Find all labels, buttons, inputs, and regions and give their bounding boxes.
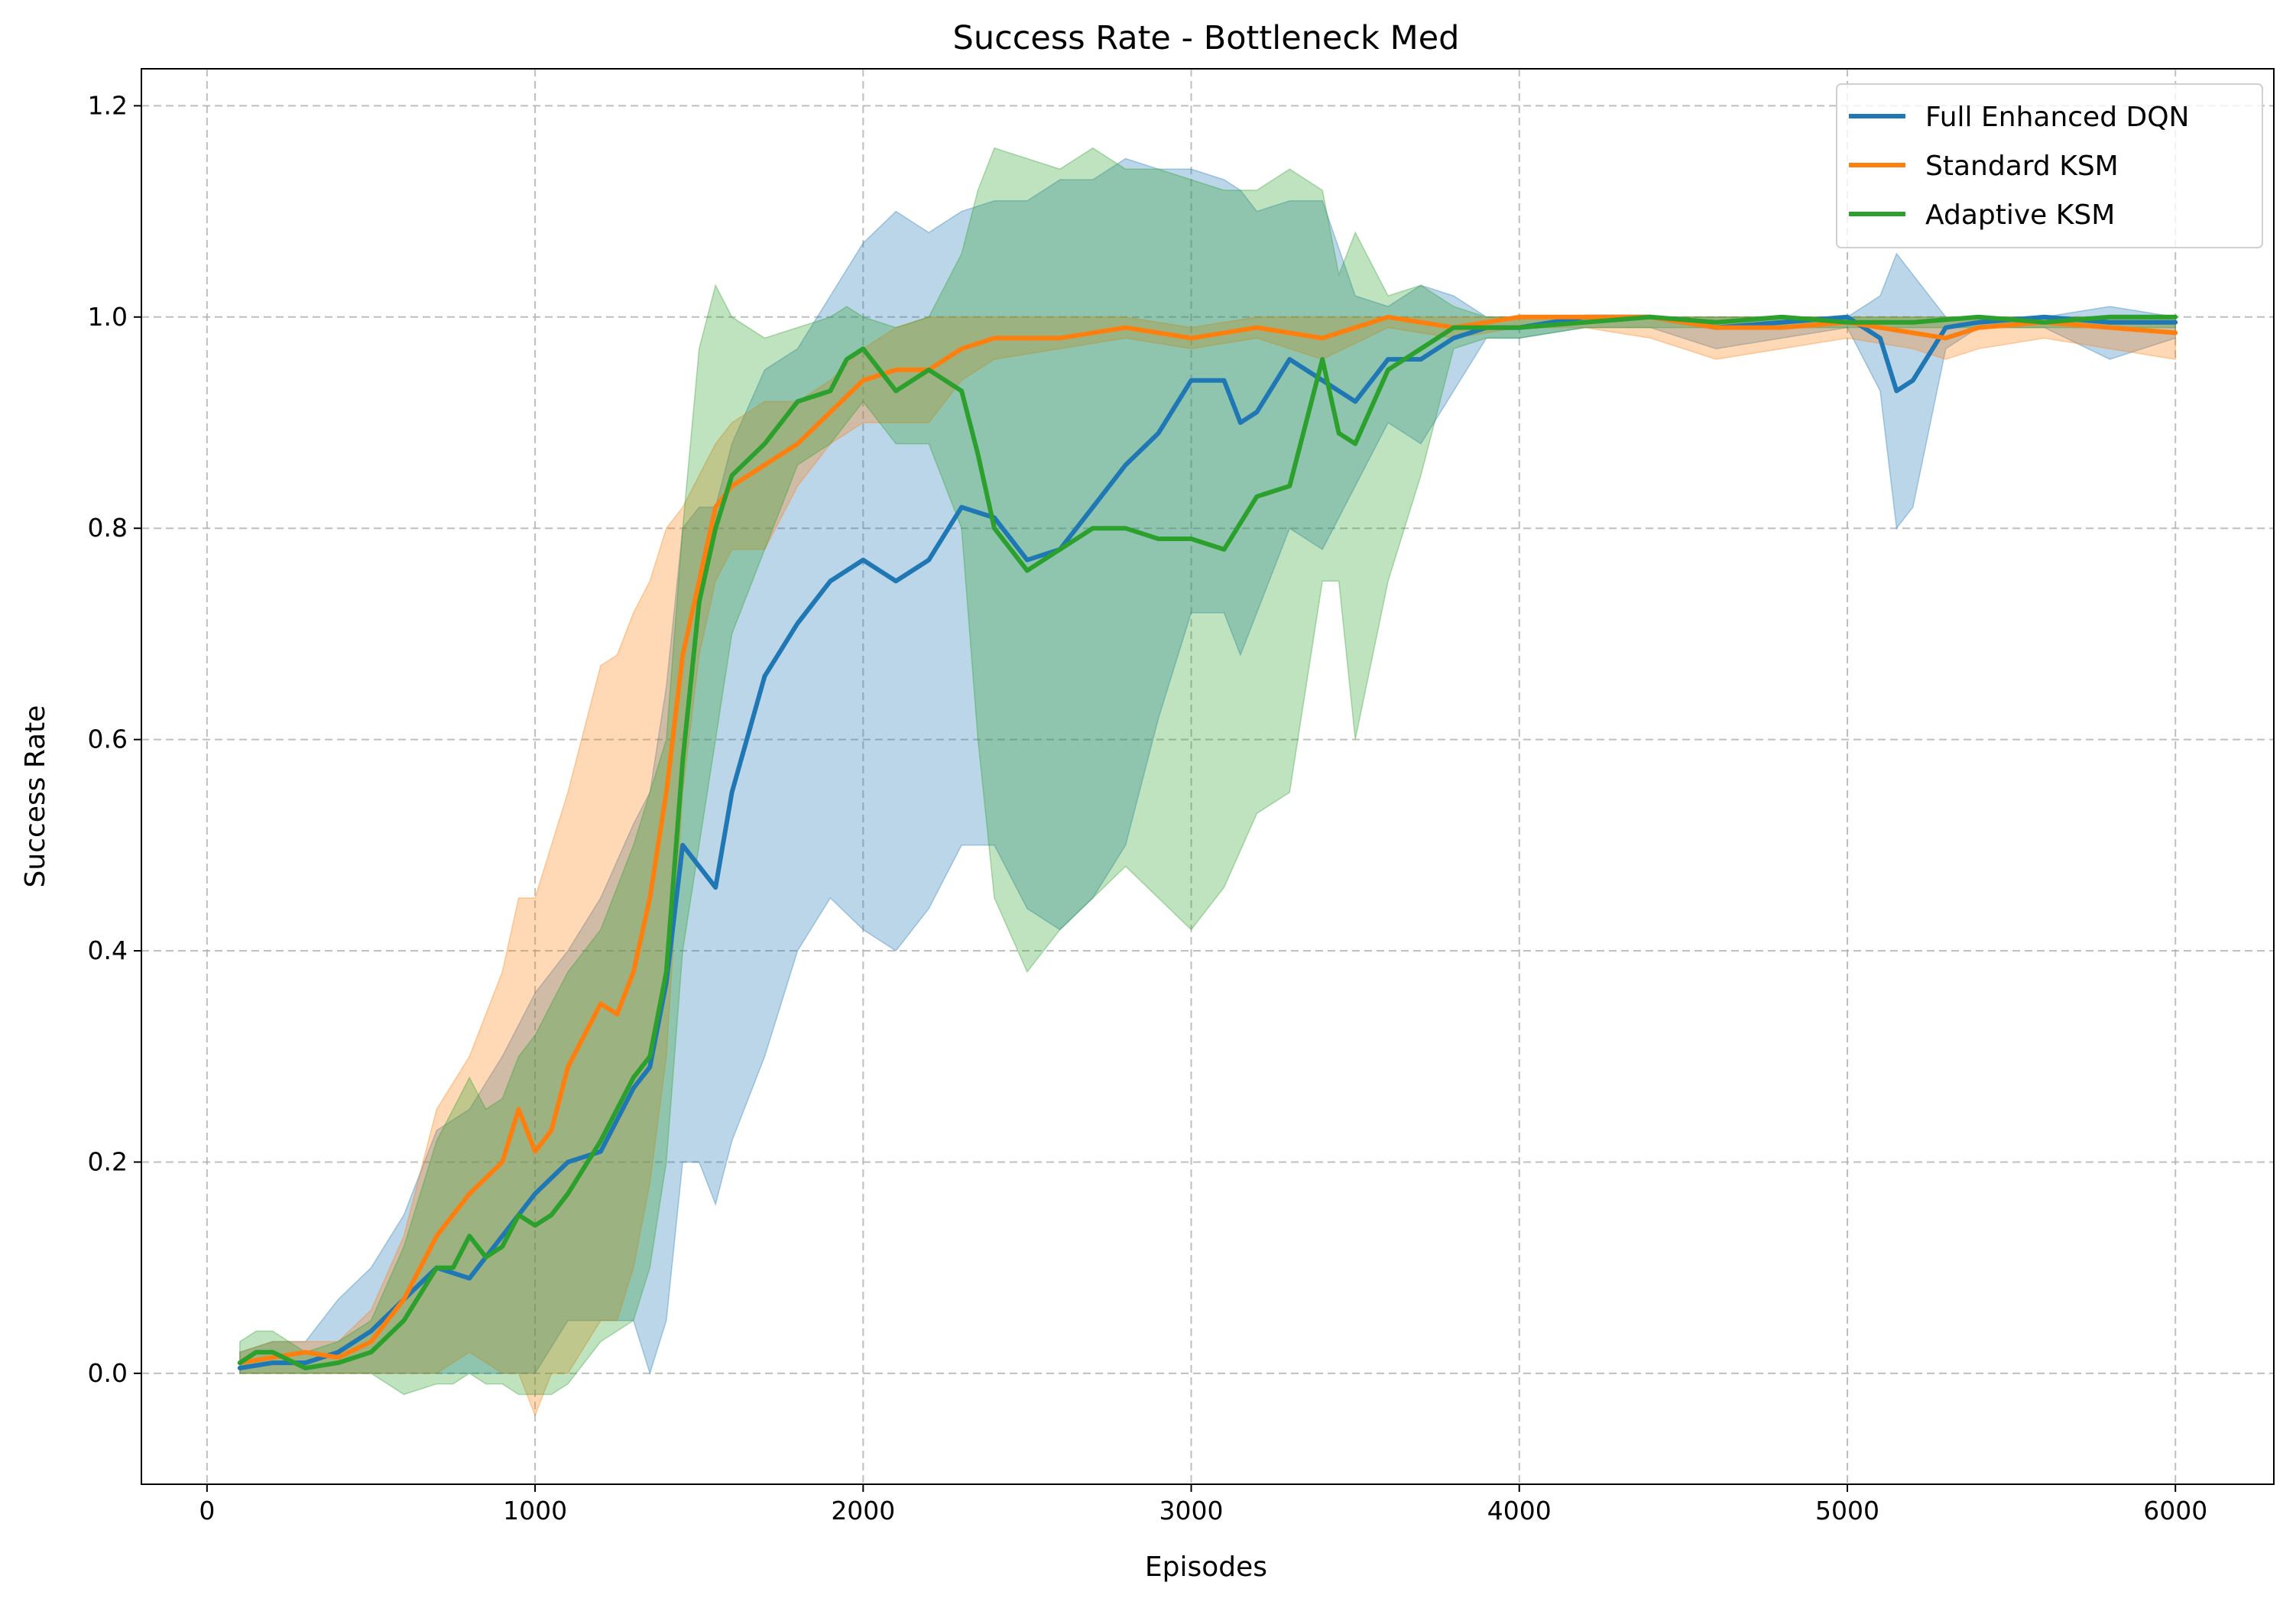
confidence-bands (239, 147, 2176, 1418)
plot-frame (141, 68, 2275, 1485)
line-series-2 (237, 314, 2178, 1370)
y-tick-label-0: 0.0 (88, 1358, 128, 1388)
x-tick-label-2: 2000 (831, 1496, 895, 1526)
band-series-0 (239, 157, 2176, 1376)
legend-label-2: Adaptive KSM (1925, 199, 2115, 231)
series-lines (237, 314, 2178, 1370)
legend-label-0: Full Enhanced DQN (1925, 102, 2189, 133)
x-tick-label-6: 6000 (2143, 1496, 2207, 1526)
legend-label-1: Standard KSM (1925, 151, 2119, 182)
y-tick-label-2: 0.4 (88, 935, 128, 965)
band-series-1 (239, 316, 2176, 1418)
axes: 0 1000 2000 3000 4000 5000 6000 0.0 0.2 0.4 0.6 0.8… (88, 68, 2275, 1526)
line-series-1 (237, 314, 2178, 1366)
y-tick-label-3: 0.6 (88, 725, 128, 754)
grid (141, 69, 2274, 1484)
x-axis-title: Episodes (1145, 1552, 1267, 1583)
x-tick-label-4: 4000 (1487, 1496, 1552, 1526)
y-tick-label-4: 0.8 (88, 513, 128, 543)
y-tick-label-6: 1.2 (88, 90, 128, 120)
x-tick-label-5: 5000 (1815, 1496, 1879, 1526)
y-tick-label-1: 0.2 (88, 1146, 128, 1176)
legend: Full Enhanced DQN Standard KSM Adaptive KS… (1836, 83, 2263, 248)
legend-box (1836, 83, 2263, 248)
y-axis-title: Success Rate (20, 705, 51, 888)
x-tick-label-3: 3000 (1159, 1496, 1224, 1526)
band-series-2 (239, 147, 2176, 1396)
x-tick-label-0: 0 (199, 1496, 215, 1526)
y-tick-label-5: 1.0 (88, 302, 128, 332)
x-tick-label-1: 1000 (503, 1496, 567, 1526)
chart-title: Success Rate - Bottleneck Med (953, 19, 1460, 57)
